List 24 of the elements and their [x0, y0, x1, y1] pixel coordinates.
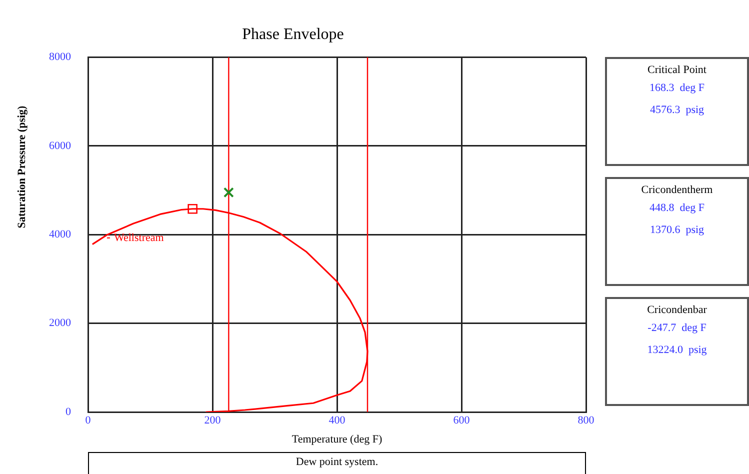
y-tick-label: 8000 [49, 51, 72, 64]
x-tick-label: 600 [453, 414, 470, 426]
text: 1370.6 psig [648, 223, 706, 238]
text: 4576.3 psig [648, 103, 706, 118]
x-tick-label: 400 [328, 414, 346, 426]
text: 13224.0 psig [646, 343, 708, 358]
y-tick-label: 6000 [49, 140, 72, 152]
x-axis-title: Temperature (deg F) [292, 433, 382, 446]
text: Cricondentherm [640, 183, 714, 197]
x-tick-label: 0 [85, 414, 92, 426]
text: -247.7 deg F [646, 321, 708, 336]
x-tick-label: 200 [204, 414, 222, 426]
legend-label: Wellstream [114, 232, 164, 244]
y-tick-label: 0 [66, 406, 72, 418]
chart-title: Phase Envelope [242, 26, 344, 43]
y-tick-label: 2000 [49, 317, 72, 330]
text: Critical Point [646, 63, 708, 77]
text: Cricondenbar [646, 303, 708, 317]
y-axis-title: Saturation Pressure (psig) [16, 105, 28, 228]
x-tick-label: 800 [578, 414, 595, 426]
text: 168.3 deg F [648, 81, 706, 96]
text: Dew point system. [88, 452, 586, 474]
y-tick-label: 4000 [49, 228, 72, 240]
text: 448.8 deg F [648, 201, 706, 216]
